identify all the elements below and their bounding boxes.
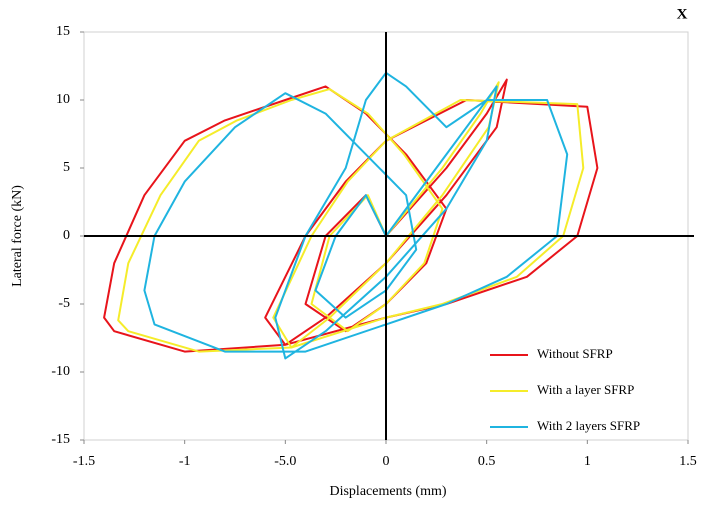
x-tick-label: -5.0	[274, 454, 296, 469]
y-tick-label: 5	[63, 160, 70, 175]
y-tick-label: 15	[56, 24, 70, 39]
x-tick-label: 0.5	[478, 454, 496, 469]
x-tick-label: 1.5	[679, 454, 697, 469]
annotation: X	[677, 6, 688, 22]
legend-label: With 2 layers SFRP	[537, 418, 640, 433]
y-tick-label: 0	[63, 228, 70, 243]
legend-label: Without SFRP	[537, 346, 613, 361]
y-tick-label: -15	[51, 432, 70, 447]
legend-label: With a layer SFRP	[537, 382, 634, 397]
y-tick-label: -5	[58, 296, 70, 311]
x-tick-label: -1.5	[73, 454, 95, 469]
y-tick-label: -10	[51, 364, 70, 379]
series-line	[143, 71, 569, 360]
x-tick-label: 1	[584, 454, 591, 469]
x-tick-label: -1	[179, 454, 191, 469]
x-tick-label: 0	[383, 454, 390, 469]
y-tick-label: 10	[56, 92, 70, 107]
x-axis-label: Displacements (mm)	[329, 484, 446, 499]
y-axis-label: Lateral force (kN)	[10, 185, 25, 287]
